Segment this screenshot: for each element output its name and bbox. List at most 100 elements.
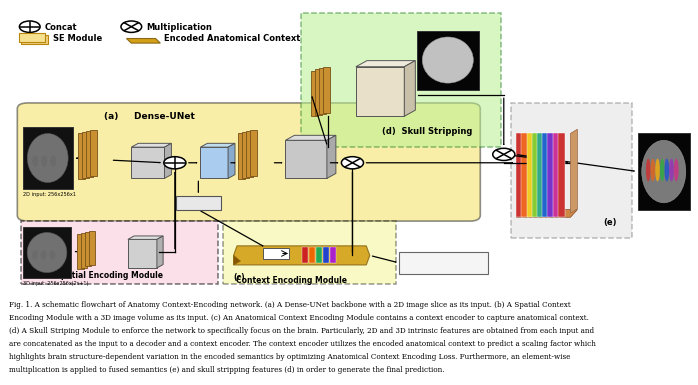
Bar bbox=[131, 147, 165, 178]
Text: highlights brain structure-dependent variation in the encoded semantics by optim: highlights brain structure-dependent var… bbox=[9, 353, 570, 361]
Polygon shape bbox=[131, 143, 172, 147]
Polygon shape bbox=[234, 255, 241, 265]
Polygon shape bbox=[517, 210, 577, 217]
Bar bbox=[86, 131, 93, 177]
Bar bbox=[23, 227, 71, 278]
Text: (d) A Skull Striping Module to enforce the network to specifically focus on the : (d) A Skull Striping Module to enforce t… bbox=[9, 327, 594, 335]
Text: (d)  Skull Stripping: (d) Skull Stripping bbox=[383, 127, 473, 136]
Polygon shape bbox=[157, 236, 163, 268]
Polygon shape bbox=[128, 236, 163, 239]
Bar bbox=[323, 67, 330, 113]
Text: Fig. 1. A schematic flowchart of Anatomy Context-Encoding network. (a) A Dense-U: Fig. 1. A schematic flowchart of Anatomy… bbox=[9, 301, 571, 309]
Text: Encoding Module with a 3D image volume as its input. (c) An Anatomical Context E: Encoding Module with a 3D image volume a… bbox=[9, 314, 589, 322]
Circle shape bbox=[121, 21, 142, 32]
Text: (c): (c) bbox=[234, 273, 245, 281]
Ellipse shape bbox=[660, 159, 664, 181]
Ellipse shape bbox=[40, 251, 47, 260]
Ellipse shape bbox=[422, 37, 473, 83]
Bar bbox=[223, 221, 396, 284]
Ellipse shape bbox=[641, 140, 686, 203]
Bar bbox=[246, 131, 253, 177]
Text: Context Encoding Module: Context Encoding Module bbox=[236, 276, 347, 285]
Bar bbox=[19, 33, 45, 42]
Bar bbox=[239, 134, 246, 179]
Text: 2D input: 256x256x1: 2D input: 256x256x1 bbox=[23, 192, 76, 197]
Bar bbox=[517, 134, 524, 217]
Polygon shape bbox=[228, 143, 235, 178]
Bar bbox=[329, 247, 336, 263]
Ellipse shape bbox=[646, 159, 651, 181]
Ellipse shape bbox=[664, 159, 669, 181]
FancyBboxPatch shape bbox=[17, 103, 480, 221]
Ellipse shape bbox=[50, 156, 56, 167]
Text: Anatomical Context
Encoding Loss: Anatomical Context Encoding Loss bbox=[407, 256, 480, 271]
Bar bbox=[78, 134, 85, 179]
Circle shape bbox=[20, 21, 40, 32]
Bar bbox=[512, 103, 632, 238]
Bar bbox=[82, 132, 89, 178]
Bar bbox=[315, 69, 322, 115]
Bar bbox=[521, 134, 529, 217]
Bar bbox=[417, 30, 479, 90]
Text: FC: FC bbox=[271, 251, 281, 256]
Ellipse shape bbox=[32, 156, 38, 167]
Ellipse shape bbox=[41, 156, 47, 167]
Text: (a)     Dense-UNet: (a) Dense-UNet bbox=[104, 112, 195, 121]
Bar bbox=[526, 134, 534, 217]
Bar bbox=[638, 134, 690, 210]
Bar bbox=[22, 35, 47, 44]
Ellipse shape bbox=[651, 159, 655, 181]
Bar bbox=[301, 13, 501, 147]
Ellipse shape bbox=[32, 251, 38, 260]
Ellipse shape bbox=[669, 159, 674, 181]
Bar bbox=[311, 70, 318, 116]
Ellipse shape bbox=[27, 134, 68, 182]
Bar bbox=[542, 134, 550, 217]
Bar bbox=[537, 134, 544, 217]
Circle shape bbox=[493, 148, 515, 161]
Circle shape bbox=[164, 157, 186, 169]
Text: Multiplication: Multiplication bbox=[147, 23, 212, 32]
Polygon shape bbox=[285, 135, 336, 140]
Bar bbox=[553, 134, 560, 217]
Polygon shape bbox=[165, 143, 172, 178]
Bar bbox=[200, 147, 228, 178]
Polygon shape bbox=[234, 246, 370, 265]
Bar bbox=[128, 239, 157, 268]
Bar bbox=[547, 134, 555, 217]
Polygon shape bbox=[126, 38, 161, 43]
Bar bbox=[356, 67, 404, 116]
Bar bbox=[90, 130, 97, 176]
Ellipse shape bbox=[50, 251, 55, 260]
Bar bbox=[21, 221, 218, 284]
Text: (e): (e) bbox=[603, 219, 617, 228]
Bar bbox=[251, 130, 258, 176]
Polygon shape bbox=[200, 143, 235, 147]
Ellipse shape bbox=[655, 159, 660, 181]
Bar bbox=[81, 233, 87, 268]
Text: multiplication is applied to fused semantics (e) and skull stripping features (d: multiplication is applied to fused seman… bbox=[9, 366, 445, 374]
Bar bbox=[77, 234, 84, 269]
Bar bbox=[262, 248, 289, 259]
Polygon shape bbox=[570, 129, 577, 213]
Bar bbox=[315, 247, 322, 263]
Ellipse shape bbox=[674, 159, 678, 181]
Bar bbox=[309, 247, 315, 263]
Text: SE Module: SE Module bbox=[53, 34, 103, 44]
Text: are concatenated as the input to a decoder and a context encoder. The context en: are concatenated as the input to a decod… bbox=[9, 340, 596, 348]
Circle shape bbox=[341, 157, 364, 169]
Text: Concat: Concat bbox=[45, 23, 77, 32]
Text: 3D input: 256x256x(2s+1): 3D input: 256x256x(2s+1) bbox=[23, 281, 88, 286]
Bar bbox=[322, 247, 329, 263]
Bar bbox=[532, 134, 540, 217]
Bar bbox=[23, 127, 73, 189]
Bar bbox=[399, 252, 488, 275]
Polygon shape bbox=[404, 60, 415, 116]
Bar bbox=[85, 232, 91, 266]
Bar bbox=[176, 196, 221, 210]
Bar bbox=[242, 132, 249, 178]
Ellipse shape bbox=[27, 233, 67, 273]
Bar bbox=[558, 134, 565, 217]
Bar bbox=[89, 231, 95, 265]
Text: (b)     Spatial Encoding Module: (b) Spatial Encoding Module bbox=[30, 271, 163, 280]
